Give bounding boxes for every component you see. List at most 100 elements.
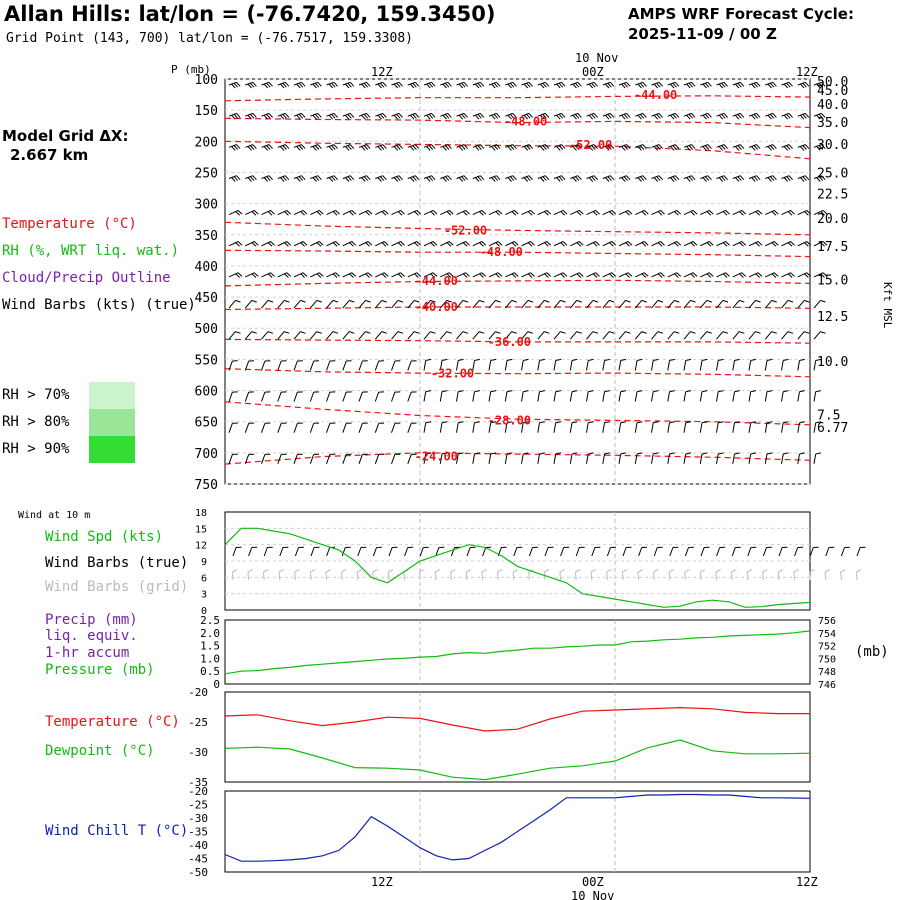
wind-barb xyxy=(635,81,647,89)
wind-barb xyxy=(699,569,706,581)
wind-barb xyxy=(683,452,692,464)
wind-barb xyxy=(513,546,523,557)
wind-barb xyxy=(606,546,616,557)
wind-barb xyxy=(407,453,417,464)
wind-barb xyxy=(668,569,675,581)
wind-barb xyxy=(653,569,659,581)
wind-barb xyxy=(261,391,271,402)
wind-barb xyxy=(569,299,582,309)
wind-barb xyxy=(537,209,552,216)
wind-barb xyxy=(716,209,730,216)
wind-barb xyxy=(602,331,615,340)
wind-barb xyxy=(699,452,708,464)
wind-barb xyxy=(590,569,597,581)
wind-barb xyxy=(732,358,740,371)
wind-barb xyxy=(244,360,255,371)
wind-barb xyxy=(586,390,594,402)
wind-barb xyxy=(602,358,610,371)
wind-barb xyxy=(261,453,271,464)
height-tick-label: 12.5 xyxy=(817,310,848,325)
wind-barb xyxy=(407,360,417,371)
wind-barb xyxy=(553,331,566,340)
wind-barb xyxy=(651,81,663,89)
wind-barb xyxy=(809,569,815,581)
wind-barb xyxy=(797,209,812,216)
wind-barb xyxy=(309,360,320,371)
wind-tick-label: 9 xyxy=(201,557,207,568)
wind-barb xyxy=(748,144,761,151)
model-grid-label: Model Grid ΔX: xyxy=(2,127,129,145)
height-tick-label: 35.0 xyxy=(817,116,848,131)
wind-barb xyxy=(456,299,469,309)
wind-barb xyxy=(537,358,545,371)
isotherm-label: -40.00 xyxy=(415,300,458,314)
wind-barb xyxy=(472,241,487,247)
wind-barb xyxy=(391,331,404,340)
wind-barb xyxy=(309,422,320,433)
wind-barb xyxy=(374,299,387,309)
chill-tick-label: -50 xyxy=(188,866,208,879)
wind-barb xyxy=(293,241,308,247)
wind-barb xyxy=(228,422,238,433)
wind-barb xyxy=(781,299,794,309)
chill-tick-label: -40 xyxy=(188,839,208,852)
wind-barb xyxy=(244,422,255,433)
wind-barb xyxy=(570,209,584,216)
wind-barb xyxy=(293,175,306,182)
pressure-tick-label: 550 xyxy=(195,353,218,368)
wind-barb xyxy=(543,569,550,581)
pressure-tick-label: 200 xyxy=(195,135,218,150)
wind-barb xyxy=(342,299,355,309)
wind-barb xyxy=(228,331,241,340)
legend-wind-speed: Wind Spd (kts) xyxy=(45,529,164,545)
wind-barb xyxy=(404,546,414,557)
wind-barb xyxy=(651,241,665,247)
wind-barb xyxy=(651,299,664,309)
pressure-tick-label: 250 xyxy=(195,166,218,181)
wind-barb xyxy=(277,391,287,402)
wind-barb xyxy=(813,81,826,89)
wind-barb xyxy=(797,421,805,433)
height-axis-title: Kft MSL xyxy=(881,282,894,329)
pressure-tick-label-right: 754 xyxy=(818,629,836,640)
wind-barb xyxy=(228,391,238,402)
wind-barb xyxy=(781,358,789,371)
wind-barb xyxy=(667,209,682,216)
wind-barb xyxy=(391,241,405,247)
wind-barb xyxy=(244,453,255,464)
wind-barb xyxy=(521,272,535,278)
wind-barb xyxy=(434,569,441,581)
wind-barb xyxy=(683,112,696,120)
wind-barb xyxy=(553,299,566,309)
wind-barb xyxy=(228,175,241,182)
wind-barb xyxy=(618,175,631,182)
wind-barb xyxy=(634,452,643,464)
wind-barb xyxy=(423,299,436,309)
wind-barb xyxy=(472,452,480,464)
wind-barb xyxy=(456,358,464,371)
wind-barb xyxy=(423,272,438,278)
pressure-tick-label-right: 756 xyxy=(818,616,836,627)
wind-barb xyxy=(326,331,339,340)
wind-barb xyxy=(505,112,517,120)
wind-barb xyxy=(794,546,804,557)
wind-barb xyxy=(407,422,417,433)
wind-barb xyxy=(638,546,648,557)
wind-barb xyxy=(309,569,316,581)
wind-barb xyxy=(521,144,533,151)
wind-barb xyxy=(840,546,850,557)
wind-barb xyxy=(293,360,303,371)
wind-barb xyxy=(667,299,680,309)
wind-barb xyxy=(569,421,578,433)
wind-barb xyxy=(813,331,826,340)
wind-barb xyxy=(537,112,550,120)
wind-barb xyxy=(732,272,747,278)
wind-barb xyxy=(797,241,812,247)
wind-barb xyxy=(374,422,385,433)
wind-barb xyxy=(277,112,290,120)
wind-barb xyxy=(748,452,757,464)
wind-barb xyxy=(294,569,300,581)
wind-barb xyxy=(505,209,519,216)
wind-barb xyxy=(602,390,610,402)
wind-barb xyxy=(683,81,696,89)
